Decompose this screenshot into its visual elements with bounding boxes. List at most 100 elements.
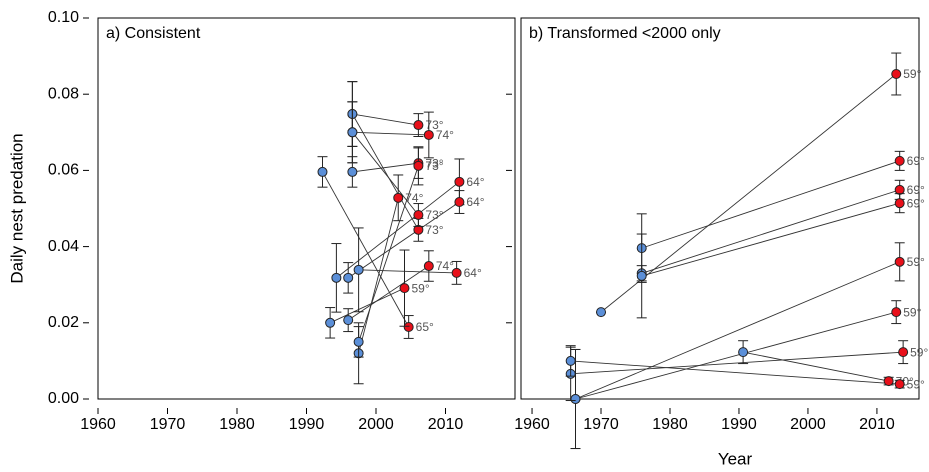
x-tick-label: 2010 (859, 416, 895, 433)
x-tick-label: 1960 (514, 416, 550, 433)
old-point (565, 355, 576, 366)
connector (336, 181, 460, 279)
connector (347, 265, 430, 321)
data-label: 59° (907, 255, 925, 269)
data-label: 69° (907, 196, 925, 210)
y-tick-label: 0.02 (48, 314, 79, 331)
connector (575, 311, 897, 400)
data-label: 64° (466, 195, 484, 209)
data-label: 73° (425, 159, 443, 173)
plot-frame (520, 17, 920, 400)
panel-title: b) Transformed <2000 only (529, 25, 721, 42)
connector (641, 160, 900, 249)
old-point (596, 307, 607, 318)
new-point (894, 198, 905, 209)
data-label: 59° (411, 281, 429, 295)
new-point (454, 197, 465, 208)
new-point (898, 347, 909, 358)
new-point (891, 69, 902, 80)
connector (641, 202, 900, 277)
old-point (343, 272, 354, 283)
x-tick-label: 1990 (289, 416, 325, 433)
connector (570, 351, 904, 375)
data-label: 64° (466, 175, 484, 189)
new-point (894, 379, 905, 390)
connector (641, 189, 900, 274)
connector (322, 171, 410, 328)
new-point (883, 376, 894, 387)
connector (347, 201, 460, 279)
new-point (423, 129, 434, 140)
data-label: 74° (436, 259, 454, 273)
x-tick-label: 1970 (583, 416, 619, 433)
old-point (347, 127, 358, 138)
connector (358, 269, 457, 274)
connector (600, 73, 897, 313)
y-axis-label: Daily nest predation (7, 133, 26, 283)
data-label: 73° (425, 223, 443, 237)
old-point (353, 264, 364, 275)
data-label: 59° (903, 305, 921, 319)
y-tick-label: 0.04 (48, 238, 79, 255)
x-tick-label: 1980 (652, 416, 688, 433)
y-tick-label: 0.00 (48, 390, 79, 407)
connector (570, 360, 900, 385)
new-point (454, 176, 465, 187)
old-point (738, 347, 749, 358)
y-tick-label: 0.06 (48, 162, 79, 179)
connector (352, 162, 419, 173)
data-label: 65° (416, 320, 434, 334)
plot-frame (97, 17, 516, 400)
connector (358, 165, 419, 342)
data-label: 59° (907, 377, 925, 391)
old-point (570, 394, 581, 404)
connector (358, 197, 399, 354)
data-label: 74° (405, 191, 423, 205)
new-point (891, 307, 902, 318)
new-point (894, 184, 905, 195)
new-point (413, 160, 424, 171)
x-tick-label: 2010 (428, 416, 464, 433)
old-point (343, 315, 354, 326)
y-tick-label: 0.10 (48, 9, 79, 26)
connector (351, 113, 419, 231)
x-tick-label: 1960 (80, 416, 116, 433)
new-point (393, 192, 404, 203)
connector (743, 351, 889, 382)
new-point (423, 261, 434, 272)
new-point (894, 256, 905, 267)
x-tick-label: 1980 (219, 416, 255, 433)
x-tick-label: 2000 (358, 416, 394, 433)
new-point (451, 267, 462, 278)
new-point (413, 209, 424, 220)
connector (352, 132, 419, 216)
old-point (331, 272, 342, 283)
data-label: 73° (425, 156, 443, 170)
old-point (636, 270, 647, 281)
old-point (347, 166, 358, 177)
data-label: 59° (910, 345, 928, 359)
old-point (317, 166, 328, 177)
data-label: 69° (907, 154, 925, 168)
connector (329, 287, 405, 324)
connector (352, 113, 419, 126)
data-label: 69° (907, 183, 925, 197)
data-label: 73° (425, 208, 443, 222)
old-point (353, 336, 364, 347)
new-point (399, 283, 410, 294)
panel-title: a) Consistent (106, 25, 201, 42)
new-point (894, 155, 905, 166)
new-point (403, 321, 414, 332)
x-tick-label: 1970 (150, 416, 186, 433)
x-axis-label: Year (718, 449, 753, 468)
data-label: 59° (903, 67, 921, 81)
data-label: 73° (425, 118, 443, 132)
x-tick-label: 1990 (721, 416, 757, 433)
y-tick-label: 0.08 (48, 85, 79, 102)
connector (575, 261, 900, 400)
data-label: 74° (436, 128, 454, 142)
x-tick-label: 2000 (790, 416, 826, 433)
old-point (325, 317, 336, 328)
